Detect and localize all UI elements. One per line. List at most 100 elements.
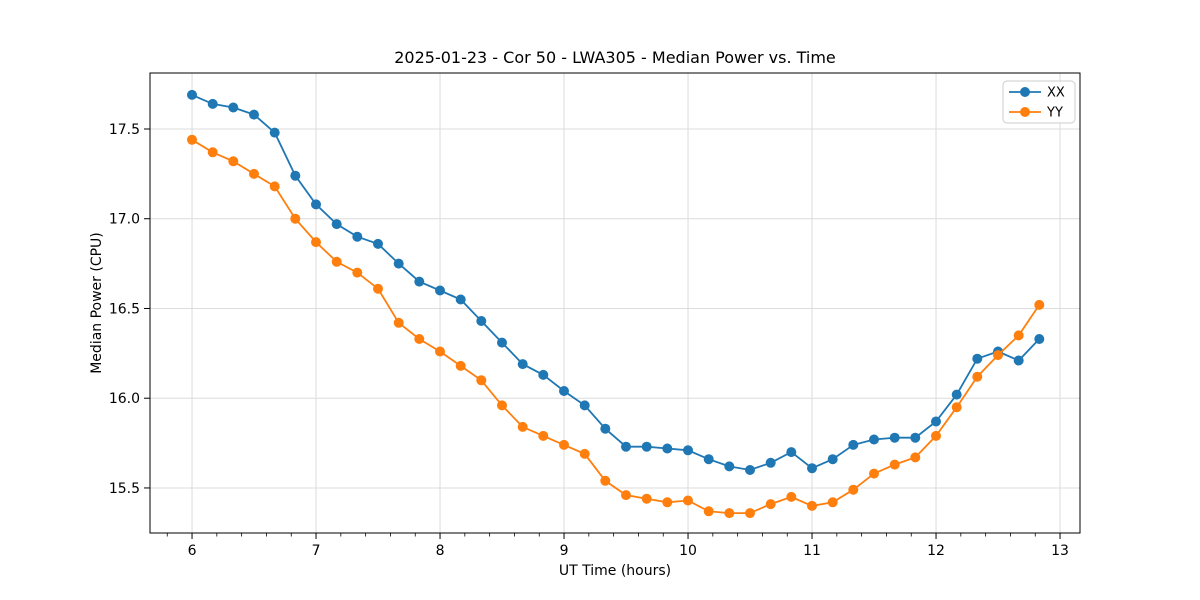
x-tick-label: 8 (436, 543, 445, 559)
series-YY (187, 134, 1045, 519)
data-point-YY (910, 452, 921, 463)
data-point-YY (414, 334, 425, 344)
y-tick-label: 16.5 (109, 301, 140, 317)
x-tick-label: 11 (803, 543, 821, 559)
x-tick-label: 10 (679, 543, 697, 559)
data-point-YY (559, 439, 569, 450)
x-minor-ticks (166, 533, 1036, 537)
data-point-YY (662, 497, 673, 508)
data-point-YY (207, 147, 218, 158)
data-point-XX (972, 353, 983, 364)
data-point-XX (827, 454, 838, 465)
data-point-YY (455, 360, 466, 371)
data-point-XX (600, 423, 611, 434)
data-point-XX (311, 199, 321, 210)
legend-marker-XX (1020, 87, 1030, 97)
data-point-YY (579, 448, 590, 459)
data-point-YY (641, 493, 652, 504)
data-point-XX (517, 359, 528, 370)
data-point-YY (765, 499, 776, 510)
data-point-XX (683, 445, 693, 456)
data-point-YY (352, 267, 363, 278)
data-point-YY (290, 213, 301, 224)
data-point-YY (621, 490, 631, 501)
y-tick-label: 17.5 (109, 122, 140, 138)
data-point-XX (621, 441, 631, 452)
data-point-XX (393, 258, 404, 269)
data-point-XX (889, 432, 900, 443)
data-point-YY (993, 350, 1003, 361)
data-point-XX (1013, 355, 1024, 366)
chart-title: 2025-01-23 - Cor 50 - LWA305 - Median Po… (394, 48, 836, 67)
data-point-YY (393, 317, 404, 328)
legend-item-XX: XX (1009, 86, 1065, 101)
y-tick-label: 15.5 (109, 481, 140, 497)
data-point-YY (703, 506, 714, 517)
series-XX (187, 89, 1045, 475)
x-tick-label: 9 (560, 543, 569, 559)
data-point-XX (331, 219, 342, 230)
legend-item-YY: YY (1009, 106, 1063, 121)
data-point-XX (187, 89, 197, 100)
grid-lines (150, 73, 1080, 533)
data-point-YY (517, 421, 528, 432)
data-point-YY (724, 508, 735, 519)
data-point-YY (972, 371, 983, 382)
data-point-YY (249, 168, 259, 179)
data-point-XX (724, 461, 735, 472)
x-tick-label: 13 (1051, 543, 1069, 559)
data-point-XX (786, 447, 797, 458)
data-point-XX (848, 439, 859, 450)
data-point-XX (476, 316, 487, 326)
y-tick-label: 16.0 (109, 391, 140, 407)
legend: XX YY (1002, 80, 1076, 124)
data-point-XX (435, 285, 445, 296)
x-axis-label: UT Time (hours) (558, 563, 672, 579)
data-point-XX (869, 434, 879, 445)
data-point-YY (848, 484, 859, 495)
data-point-YY (497, 400, 507, 411)
data-point-YY (187, 134, 197, 145)
data-point-YY (786, 491, 797, 502)
data-point-XX (807, 463, 817, 474)
data-point-YY (889, 459, 900, 470)
data-point-YY (951, 402, 962, 413)
data-point-YY (373, 283, 383, 294)
data-point-YY (745, 508, 755, 519)
data-point-XX (352, 231, 363, 242)
data-point-YY (683, 495, 693, 506)
data-point-XX (538, 369, 549, 380)
x-tick-label: 7 (312, 543, 321, 559)
data-point-XX (765, 457, 776, 468)
data-point-XX (207, 98, 218, 109)
data-point-XX (414, 276, 425, 287)
legend-label-YY: YY (1046, 106, 1063, 121)
legend-label-XX: XX (1047, 86, 1065, 101)
data-point-XX (1034, 334, 1045, 344)
data-point-XX (931, 416, 941, 427)
data-point-XX (269, 127, 280, 138)
data-point-XX (910, 432, 921, 443)
data-point-XX (455, 294, 466, 305)
data-point-XX (290, 170, 301, 181)
data-point-YY (435, 346, 445, 357)
y-tick-label: 17.0 (109, 212, 140, 228)
data-point-YY (228, 156, 239, 167)
data-point-YY (869, 468, 879, 479)
data-point-YY (476, 375, 487, 386)
data-point-XX (579, 400, 590, 411)
data-point-XX (559, 386, 569, 396)
data-point-YY (600, 475, 611, 486)
data-point-XX (703, 454, 714, 465)
plot-border (149, 72, 1081, 534)
data-point-XX (497, 337, 507, 348)
data-point-YY (1013, 330, 1024, 341)
data-point-XX (745, 465, 755, 475)
data-point-XX (641, 441, 652, 452)
data-point-YY (538, 430, 549, 441)
data-point-YY (931, 430, 941, 441)
data-point-YY (311, 237, 321, 248)
data-point-XX (249, 109, 259, 120)
